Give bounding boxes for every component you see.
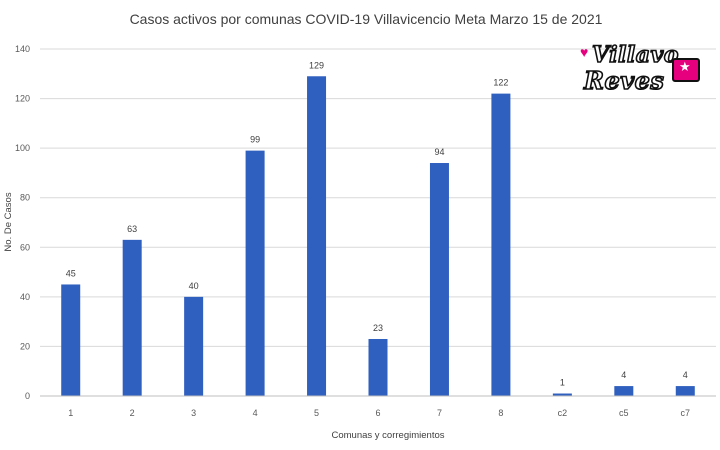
bar-7	[429, 163, 449, 396]
data-label-c5: 4	[621, 370, 626, 380]
y-axis-label: No. De Casos	[3, 192, 14, 251]
x-tick-label-4: 4	[253, 408, 258, 418]
y-tick-label: 20	[20, 341, 30, 351]
x-tick-label-5: 5	[314, 408, 319, 418]
x-tick-label-c2: c2	[558, 408, 568, 418]
y-tick-label: 60	[20, 242, 30, 252]
x-tick-label-2: 2	[130, 408, 135, 418]
data-label-1: 45	[66, 268, 76, 278]
bar-8	[491, 93, 511, 396]
bar-2	[122, 239, 142, 396]
bar-c2	[552, 393, 572, 396]
y-tick-label: 100	[15, 143, 30, 153]
x-tick-label-3: 3	[191, 408, 196, 418]
y-tick-label: 0	[25, 391, 30, 401]
x-tick-label-1: 1	[68, 408, 73, 418]
x-tick-label-c7: c7	[681, 408, 691, 418]
y-axis-ticks: 0 20 40 60 80 100 120 140	[15, 44, 30, 401]
data-label-c2: 1	[560, 378, 565, 388]
bar-1	[61, 284, 81, 396]
villavo-reves-logo: Villavo Reves ♥	[578, 41, 702, 100]
y-tick-label: 40	[20, 292, 30, 302]
bars	[61, 76, 695, 396]
x-tick-label-8: 8	[498, 408, 503, 418]
x-tick-label-6: 6	[375, 408, 380, 418]
data-label-2: 63	[127, 224, 137, 234]
data-label-6: 23	[373, 323, 383, 333]
data-label-3: 40	[189, 281, 199, 291]
bar-4	[245, 150, 265, 396]
bar-c7	[675, 386, 695, 396]
bar-5	[307, 76, 327, 396]
y-tick-label: 120	[15, 94, 30, 104]
x-tick-label-c5: c5	[619, 408, 629, 418]
logo-line1: Villavo	[591, 41, 679, 69]
y-tick-label: 80	[20, 193, 30, 203]
bar-c5	[614, 386, 634, 396]
bar-6	[368, 338, 388, 396]
bar-3	[184, 296, 204, 396]
logo-heart-icon: ♥	[580, 44, 589, 60]
x-axis-label: Comunas y corregimientos	[332, 430, 445, 441]
data-label-4: 99	[250, 135, 260, 145]
x-axis-ticks: 1 2 3 4 5 6 7 8 c2 c5 c7	[68, 408, 690, 418]
data-labels: 45 63 40 99 129 23 94 122 1 4 4	[66, 60, 688, 387]
data-label-8: 122	[493, 78, 508, 88]
y-tick-label: 140	[15, 44, 30, 54]
data-label-7: 94	[434, 147, 444, 157]
chart-title: Casos activos por comunas COVID-19 Villa…	[130, 11, 603, 27]
data-label-c7: 4	[683, 370, 688, 380]
data-label-5: 129	[309, 60, 324, 70]
logo-tv-icon	[672, 58, 700, 82]
x-tick-label-7: 7	[437, 408, 442, 418]
logo-line2: Reves	[583, 65, 665, 96]
